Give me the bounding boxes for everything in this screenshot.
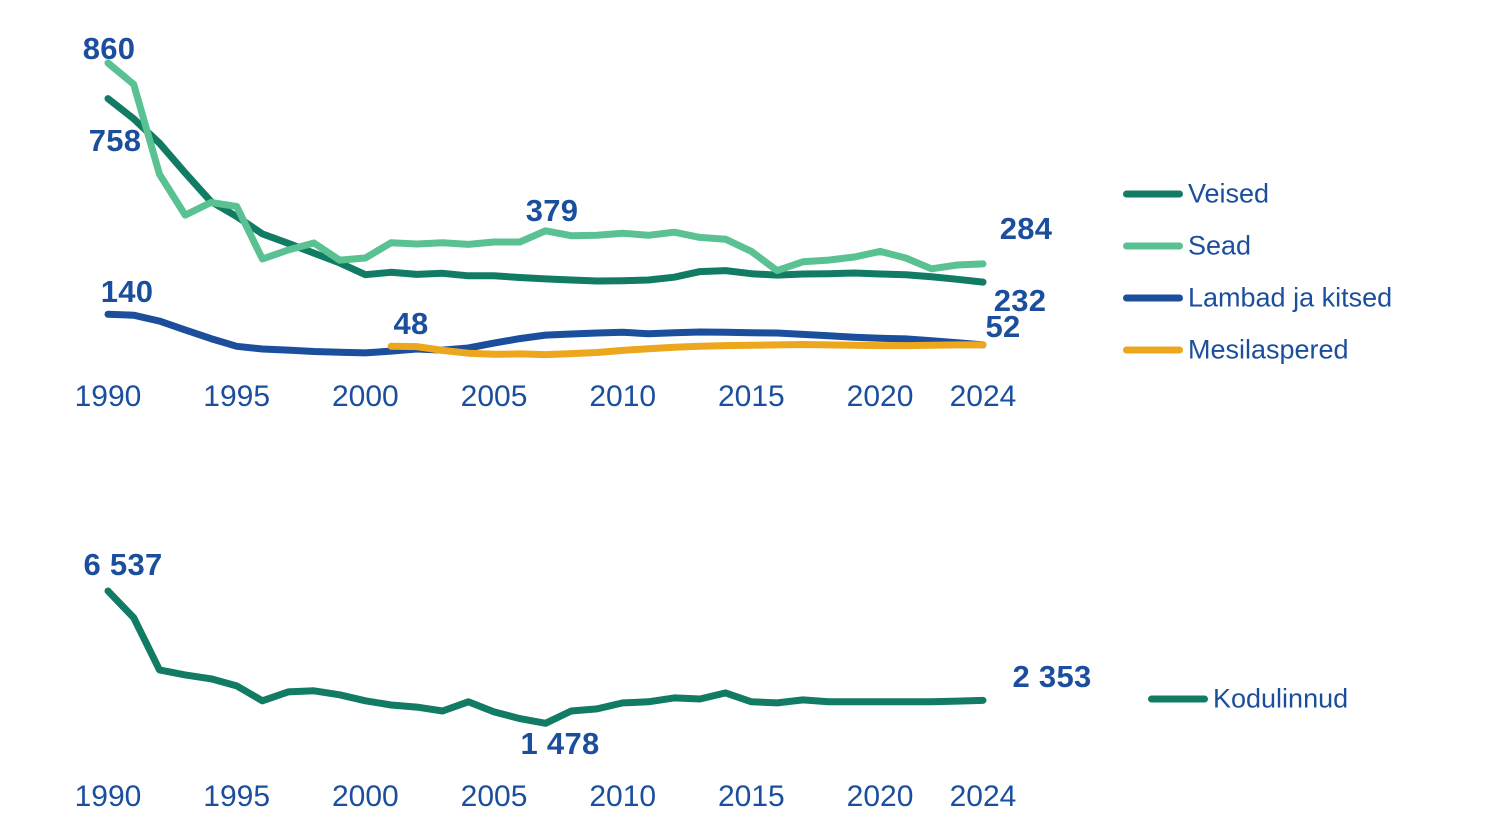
line-sead [104, 59, 987, 275]
line-mesilaspered [387, 341, 987, 359]
legend-item-kodulinnud: Kodulinnud [1148, 684, 1348, 715]
value-label-1-478: 1 478 [520, 726, 600, 761]
x-tick-2024-chart2: 2024 [949, 780, 1017, 813]
value-label-6-537: 6 537 [83, 547, 163, 582]
value-label-860: 860 [82, 31, 136, 66]
line-kodulinnud [104, 587, 987, 727]
value-label-379: 379 [525, 193, 579, 228]
value-label-2-353: 2 353 [1012, 659, 1092, 694]
value-label-140: 140 [100, 274, 154, 309]
x-tick-1990-chart2: 1990 [74, 780, 142, 813]
line-veised [104, 95, 987, 286]
x-tick-2020-chart1: 2020 [846, 380, 914, 413]
x-tick-1995-chart1: 1995 [203, 380, 271, 413]
value-label-48: 48 [393, 306, 429, 341]
x-tick-2015-chart2: 2015 [718, 780, 785, 813]
legend-item-veised: Veised [1123, 179, 1269, 210]
legend-swatch-lambad-ja-kitsed [1123, 294, 1183, 302]
value-label-758: 758 [88, 123, 142, 158]
line-lambad-ja-kitsed [104, 310, 987, 357]
x-tick-1995-chart2: 1995 [203, 780, 271, 813]
x-tick-2015-chart1: 2015 [718, 380, 785, 413]
x-tick-2005-chart2: 2005 [460, 780, 528, 813]
legend-label-sead: Sead [1188, 230, 1252, 261]
x-tick-2024-chart1: 2024 [949, 380, 1017, 413]
x-tick-2010-chart2: 2010 [589, 780, 657, 813]
legend-swatch-kodulinnud [1148, 695, 1208, 703]
legend-label-veised: Veised [1188, 178, 1270, 209]
x-tick-2010-chart1: 2010 [589, 380, 657, 413]
legend-swatch-sead [1123, 242, 1183, 250]
x-tick-2005-chart1: 2005 [460, 380, 528, 413]
value-label-52: 52 [985, 309, 1021, 344]
legend-label-mesilaspered: Mesilaspered [1188, 334, 1349, 365]
legend-swatch-mesilaspered [1123, 346, 1183, 354]
value-label-284: 284 [999, 211, 1053, 246]
legend-item-lambad-ja-kitsed: Lambad ja kitsed [1123, 283, 1392, 314]
x-tick-2000-chart1: 2000 [331, 380, 399, 413]
legend-item-sead: Sead [1123, 231, 1251, 262]
legend-swatch-veised [1123, 190, 1183, 198]
legend-item-mesilaspered: Mesilaspered [1123, 335, 1349, 366]
value-label-232: 232 [993, 283, 1047, 318]
x-tick-2000-chart2: 2000 [331, 780, 399, 813]
x-tick-1990-chart1: 1990 [74, 380, 142, 413]
legend-label-lambad-ja-kitsed: Lambad ja kitsed [1188, 282, 1393, 313]
x-tick-2020-chart2: 2020 [846, 780, 914, 813]
legend-label-kodulinnud: Kodulinnud [1213, 683, 1349, 714]
